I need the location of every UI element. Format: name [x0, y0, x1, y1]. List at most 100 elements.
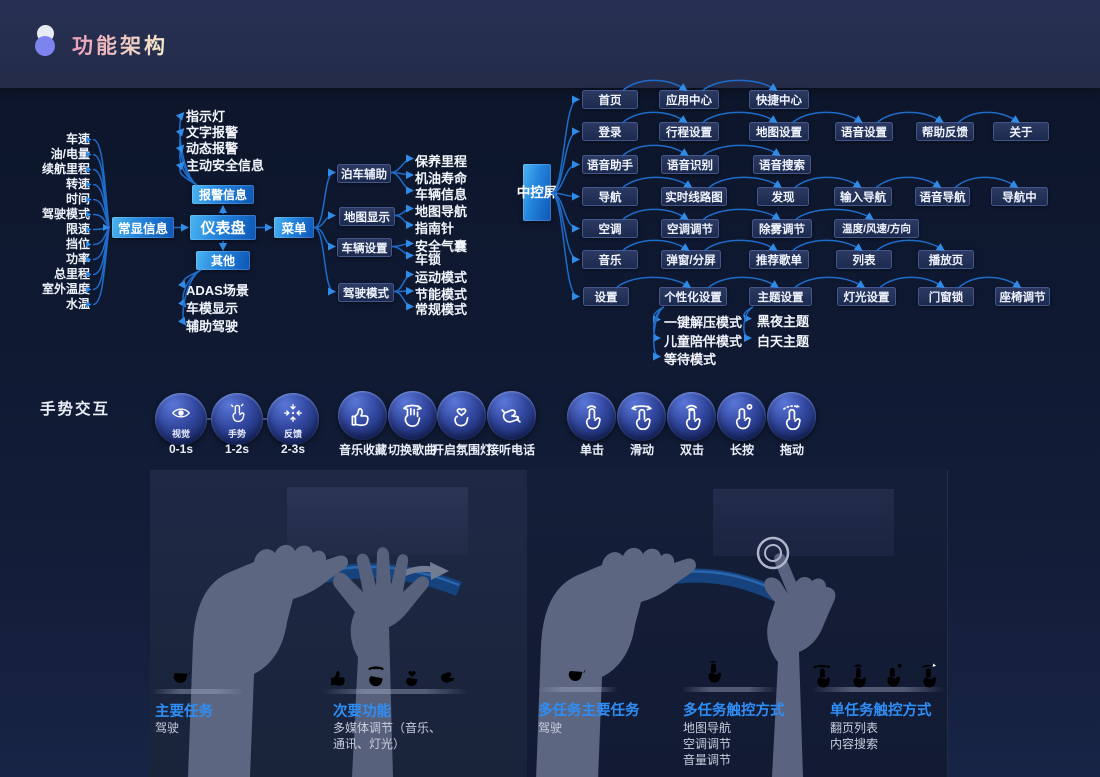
- touch-circle: [667, 392, 716, 441]
- cc-node: 帮助反馈: [916, 122, 974, 141]
- cc-node: 行程设置: [659, 122, 719, 141]
- action-label: 切换歌曲: [387, 443, 436, 457]
- touch-label: 单击: [579, 443, 604, 457]
- leaf-item: 车模显示: [186, 301, 239, 316]
- menu-group-node: 泊车辅助: [337, 164, 391, 183]
- leaf-item: 儿童陪伴模式: [664, 334, 743, 349]
- swipe-hand-icon: [363, 663, 389, 689]
- cc-node: 座椅调节: [995, 287, 1050, 306]
- caption-line: 地图导航: [683, 721, 732, 735]
- leaf-item: 黑夜主题: [757, 314, 810, 329]
- cc-node: 语音导航: [915, 187, 970, 206]
- thumbs-up-icon: [349, 402, 376, 429]
- stage-circle: 视觉: [155, 393, 207, 445]
- swipe-hand-icon: [399, 402, 426, 429]
- cc-node: 推荐歌单: [749, 250, 809, 269]
- touch-circle: [767, 392, 816, 441]
- touch-label: 拖动: [779, 443, 804, 457]
- caption-title: 多任务触控方式: [683, 703, 785, 719]
- cc-node: 播放页: [918, 250, 974, 269]
- long-press-icon: [728, 403, 755, 430]
- list-item: 时间: [65, 192, 90, 206]
- cc-node: 输入导航: [834, 187, 892, 206]
- list-item: 车速: [65, 132, 90, 146]
- drag-icon: [778, 403, 805, 430]
- node-dashboard: 仪表盘: [190, 215, 256, 240]
- touch-circle: [617, 392, 666, 441]
- caption-title: 单任务触控方式: [830, 703, 932, 719]
- node-center-screen: 中控屏: [517, 164, 557, 221]
- leaf-item: 等待模式: [664, 352, 717, 367]
- call-hand-icon: [498, 402, 525, 429]
- cc-node: 登录: [582, 122, 638, 141]
- list-item: 限速: [65, 222, 90, 236]
- caption-title: 次要功能: [333, 704, 391, 720]
- gesture-panel-multitask: [527, 470, 948, 777]
- stage-circle: 反馈: [267, 393, 319, 445]
- caption-line: 多媒体调节（音乐、: [333, 721, 442, 735]
- list-item: 转速: [65, 177, 90, 191]
- menu-group-node: 地图显示: [339, 207, 395, 226]
- list-item: 驾驶模式: [41, 207, 90, 221]
- cc-node: 关于: [993, 122, 1049, 141]
- finger-heart-icon: [448, 402, 475, 429]
- action-label: 开启氛围灯: [431, 443, 492, 457]
- touch-label: 双击: [679, 443, 704, 457]
- cc-node: 语音识别: [661, 155, 719, 174]
- leaf-item: 安全气囊: [415, 239, 468, 254]
- slide-icon: [809, 662, 835, 688]
- caption-line: 翻页列表: [830, 721, 879, 735]
- cc-node: 列表: [836, 250, 892, 269]
- action-circle: [338, 391, 387, 440]
- long-press-icon: [879, 662, 905, 688]
- double-tap-icon: [678, 403, 705, 430]
- leaf-item: 指南针: [415, 221, 455, 236]
- caption-title: 主要任务: [155, 704, 213, 720]
- action-label: 音乐收藏: [338, 443, 387, 457]
- touch-circle: [567, 392, 616, 441]
- menu-group-node: 车辆设置: [337, 238, 392, 257]
- cc-node: 空调: [582, 219, 638, 238]
- cc-node: 语音助手: [582, 155, 638, 174]
- leaf-item: 机油寿命: [415, 171, 468, 186]
- action-circle: [487, 391, 536, 440]
- leaf-item: 辅助驾驶: [186, 319, 239, 334]
- cc-node: 空调调节: [661, 219, 719, 238]
- node-menu: 菜单: [274, 217, 314, 238]
- menu-group-node: 驾驶模式: [338, 283, 394, 302]
- cc-node: 门窗锁: [918, 287, 974, 306]
- tap-icon: [700, 658, 726, 684]
- node-other: 其他: [196, 251, 250, 270]
- stage-label: 视觉: [171, 429, 190, 439]
- leaf-item: 白天主题: [757, 334, 810, 349]
- cc-node: 灯光设置: [837, 287, 896, 306]
- drag-icon: [915, 662, 941, 688]
- leaf-item: 文字报警: [186, 125, 239, 140]
- node-always-info: 常显信息: [112, 217, 174, 238]
- always-info-list: 车速 油/电量 续航里程 转速 时间 驾驶模式 限速 挡位 功率 总里程 室外温…: [26, 132, 90, 312]
- list-item: 总里程: [53, 267, 90, 281]
- feedback-icon: [282, 402, 304, 424]
- cc-node: 弹窗/分屏: [661, 250, 721, 269]
- touch-circle: [717, 392, 766, 441]
- thumbs-up-icon: [328, 665, 352, 689]
- caption-line: 驾驶: [155, 721, 180, 735]
- stage-label: 反馈: [283, 429, 302, 439]
- leaf-item: 节能模式: [415, 287, 468, 302]
- touch-label: 长按: [729, 443, 754, 457]
- cc-node: 地图设置: [749, 122, 809, 141]
- caption-line: 音量调节: [683, 753, 732, 767]
- list-item: 室外温度: [41, 282, 90, 296]
- caption-title: 多任务主要任务: [538, 703, 640, 719]
- stage-time: 1-2s: [224, 442, 250, 456]
- app-logo-icon: [33, 24, 59, 60]
- cc-node: 温度/风速/方向: [834, 219, 919, 238]
- list-item: 挡位: [65, 237, 90, 251]
- cc-node: 语音搜索: [753, 155, 811, 174]
- leaf-item: 保养里程: [415, 154, 468, 169]
- leaf-item: 运动模式: [415, 270, 468, 285]
- cc-node: 首页: [582, 90, 638, 109]
- page-title: 功能架构: [72, 30, 168, 60]
- list-item: 水温: [65, 297, 90, 311]
- caption-line: 通讯、灯光）: [333, 737, 406, 751]
